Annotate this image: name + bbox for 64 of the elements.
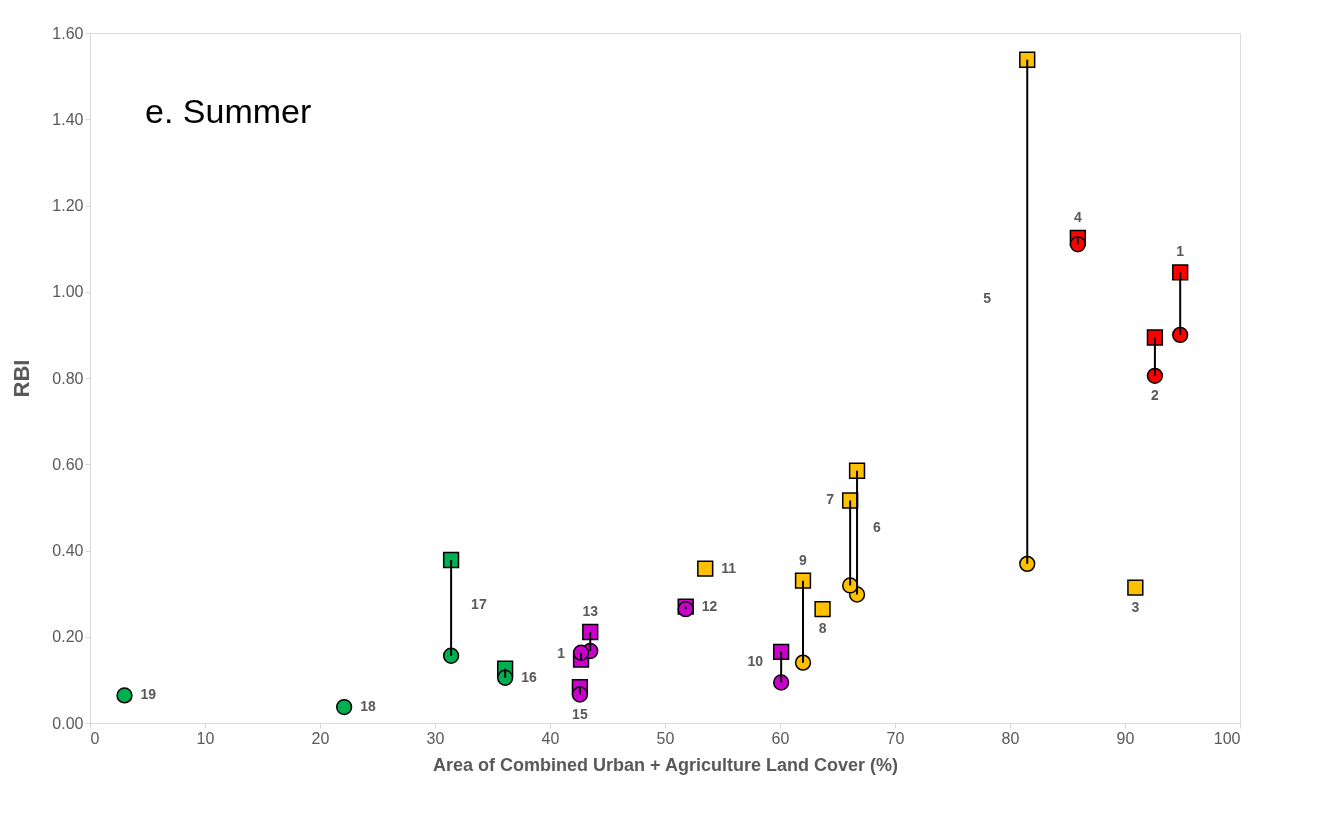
point (1172, 264, 1189, 281)
point (335, 698, 353, 716)
y-tick-label: 0.40 (52, 542, 84, 559)
annotation: 10 (747, 652, 764, 669)
annotation: 8 (818, 620, 827, 637)
y-axis-title: RBI (9, 359, 35, 398)
point (772, 643, 790, 661)
point (442, 551, 460, 569)
annotation: 2 (1151, 386, 1159, 403)
point (1172, 326, 1189, 344)
x-tick-label: 40 (541, 729, 560, 747)
annotation: 7 (826, 491, 835, 508)
x-tick-label: 60 (771, 729, 790, 747)
annotation: 15 (572, 705, 588, 722)
point (848, 462, 866, 479)
annotation: 13 (582, 603, 599, 620)
annotation: 6 (873, 518, 882, 535)
y-tick-label: 0.60 (52, 455, 84, 473)
point (1019, 51, 1036, 68)
point (571, 686, 589, 703)
annotation: 17 (471, 595, 487, 612)
y-tick-label: 1.20 (52, 197, 84, 214)
annotation: 1 (557, 644, 566, 661)
y-tick-label: 0.20 (52, 628, 84, 646)
point (116, 687, 133, 704)
x-tick-label: 100 (1213, 729, 1241, 747)
point (814, 600, 831, 618)
point (496, 669, 514, 686)
x-tick-label: 50 (656, 729, 675, 747)
point (582, 623, 599, 641)
y-tick-label: 0.80 (52, 369, 84, 387)
annotation: 12 (701, 597, 718, 614)
x-tick-label: 90 (1116, 729, 1135, 747)
y-tick-label: 1.00 (52, 283, 84, 301)
x-axis-title: Area of Combined Urban + Agriculture Land Cover (%) (433, 754, 898, 775)
point (697, 560, 714, 577)
x-tick-label: 0 (90, 729, 100, 747)
annotation: 3 (1131, 598, 1140, 615)
y-tick-label: 0.00 (52, 714, 84, 732)
x-tick-label: 20 (311, 729, 330, 747)
x-tick-label: 80 (1001, 729, 1020, 747)
y-tick-label: 1.60 (52, 24, 84, 42)
x-tick-label: 30 (426, 729, 445, 747)
point (1127, 579, 1144, 596)
x-tick-label: 10 (196, 729, 215, 747)
point (1146, 367, 1164, 384)
point (442, 647, 460, 664)
annotation: 1 (1176, 243, 1185, 260)
point (772, 674, 790, 691)
point (794, 572, 812, 589)
y-tick-label: 1.40 (52, 110, 84, 128)
point (1146, 329, 1164, 346)
annotation: 5 (983, 289, 992, 306)
annotation: 18 (360, 698, 376, 715)
annotation: 4 (1073, 208, 1082, 225)
annotation: 9 (799, 551, 808, 568)
annotation: 11 (721, 559, 737, 576)
point (1069, 236, 1087, 253)
text: e. Summer (145, 92, 312, 130)
x-tick-label: 70 (886, 729, 905, 747)
point (572, 644, 590, 661)
annotation: 16 (521, 668, 537, 685)
annotation: 19 (140, 686, 157, 703)
point (1019, 555, 1036, 573)
